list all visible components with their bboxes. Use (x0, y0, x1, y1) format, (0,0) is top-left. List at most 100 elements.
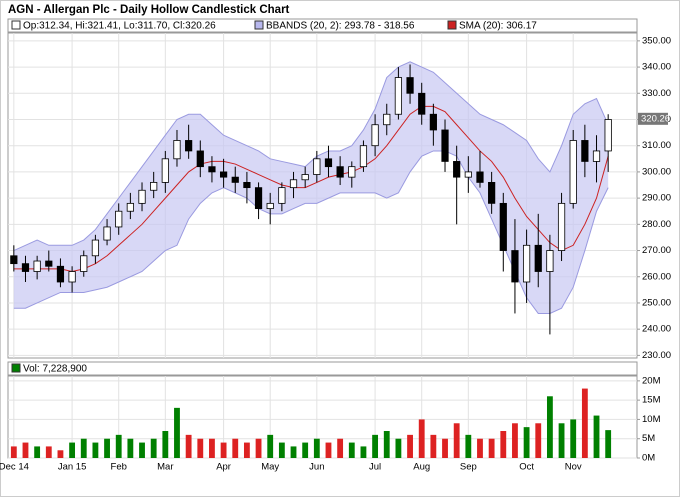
y-tick-label: 5M (642, 433, 655, 444)
x-tick-label: Aug (413, 462, 430, 473)
candle-body (511, 250, 519, 283)
volume-bar (465, 434, 472, 458)
legend-label: BBANDS (20, 2): 293.78 - 318.56 (266, 21, 415, 32)
x-tick-label: Feb (111, 462, 127, 473)
candle-body (569, 140, 577, 204)
legend-swatch (447, 20, 457, 30)
candle-body (429, 113, 437, 131)
volume-bar (581, 388, 588, 458)
candle-body (604, 119, 612, 152)
volume-bar (348, 442, 355, 458)
y-tick-label: 280.00 (642, 219, 671, 230)
volume-legend-strip (7, 361, 638, 376)
y-tick-label: 10M (642, 414, 661, 425)
candle-body (324, 158, 333, 168)
candle-body (173, 140, 181, 160)
candle-body (80, 255, 88, 272)
candle-body (394, 77, 403, 115)
legend-label: SMA (20): 306.17 (459, 21, 537, 32)
x-tick-label: Dec 14 (0, 462, 29, 473)
x-tick-label: Apr (216, 462, 231, 473)
y-tick-label: 230.00 (642, 350, 671, 361)
y-tick-label: 260.00 (642, 271, 671, 282)
volume-bar (69, 442, 76, 458)
y-tick-label: 300.00 (642, 166, 671, 177)
y-tick-label: 20M (642, 375, 661, 386)
candle-body (406, 77, 414, 94)
volume-bar (104, 438, 110, 458)
y-tick-label: 290.00 (642, 193, 671, 204)
volume-bar (558, 423, 565, 458)
volume-bar (127, 438, 134, 458)
candle-body (488, 181, 496, 204)
x-tick-label: Jul (369, 462, 381, 473)
volume-bar (442, 438, 448, 458)
candle-body (91, 239, 100, 257)
volume-bar (523, 427, 530, 458)
legend-swatch (11, 20, 21, 30)
volume-bar (337, 438, 344, 458)
last-price-box (638, 112, 668, 125)
x-tick-label: Oct (519, 462, 534, 473)
volume-bar (546, 396, 553, 458)
x-tick-label: Sep (460, 462, 477, 473)
candle-body (592, 150, 601, 162)
candle-body (313, 158, 321, 175)
legend-label: Vol: 7,228,900 (23, 364, 87, 375)
volume-bar (325, 442, 332, 458)
candle-body (219, 171, 228, 178)
chart-title: AGN - Allergan Plc - Daily Hollow Candle… (8, 4, 290, 16)
x-tick-label: Jun (309, 462, 324, 473)
volume-bar (92, 442, 99, 458)
bollinger-upper (13, 61, 609, 251)
volume-bar (57, 450, 64, 458)
candle-body (56, 265, 65, 283)
volume-bar (313, 438, 320, 458)
candle-body (441, 129, 449, 162)
volume-bar (255, 438, 262, 458)
volume-bar (512, 423, 518, 458)
candle-body (10, 255, 18, 265)
volume-bar (395, 438, 402, 458)
volume-bar (162, 431, 169, 458)
candle-body (266, 202, 274, 210)
candle-body (418, 92, 426, 115)
candle-body (301, 174, 309, 181)
legend-swatch (254, 20, 264, 30)
volume-bar (10, 446, 17, 458)
candle-body (453, 161, 461, 178)
candle-body (581, 140, 589, 162)
volume-bar (500, 431, 507, 458)
candle-body (522, 244, 531, 283)
y-tick-label: 350.00 (642, 35, 671, 46)
volume-bar (302, 442, 309, 458)
y-tick-label: 340.00 (642, 62, 671, 73)
candle-body (557, 202, 566, 251)
x-tick-label: Nov (565, 462, 582, 473)
y-tick-label: 330.00 (642, 88, 671, 99)
volume-bar (605, 430, 612, 458)
candle-body (534, 244, 542, 272)
volume-bar (372, 434, 379, 458)
volume-bar (22, 442, 29, 458)
volume-bar (278, 442, 285, 458)
volume-bar (243, 442, 250, 458)
candle-body (115, 210, 123, 228)
volume-bar (360, 446, 367, 458)
candle-body (383, 113, 391, 126)
y-tick-label: 15M (642, 395, 661, 406)
candle-body (371, 124, 379, 147)
y-tick-label: 270.00 (642, 245, 671, 256)
candle-body (150, 181, 158, 191)
candle-body (546, 250, 554, 272)
bollinger-lower (13, 150, 609, 314)
volume-bar (197, 438, 204, 458)
volume-bar (209, 438, 215, 458)
candle-body (254, 187, 263, 210)
volume-bar (570, 419, 577, 458)
candle-body (45, 260, 53, 267)
candle-body (464, 171, 472, 178)
volume-bar (383, 431, 390, 458)
volume-bar (220, 442, 227, 458)
